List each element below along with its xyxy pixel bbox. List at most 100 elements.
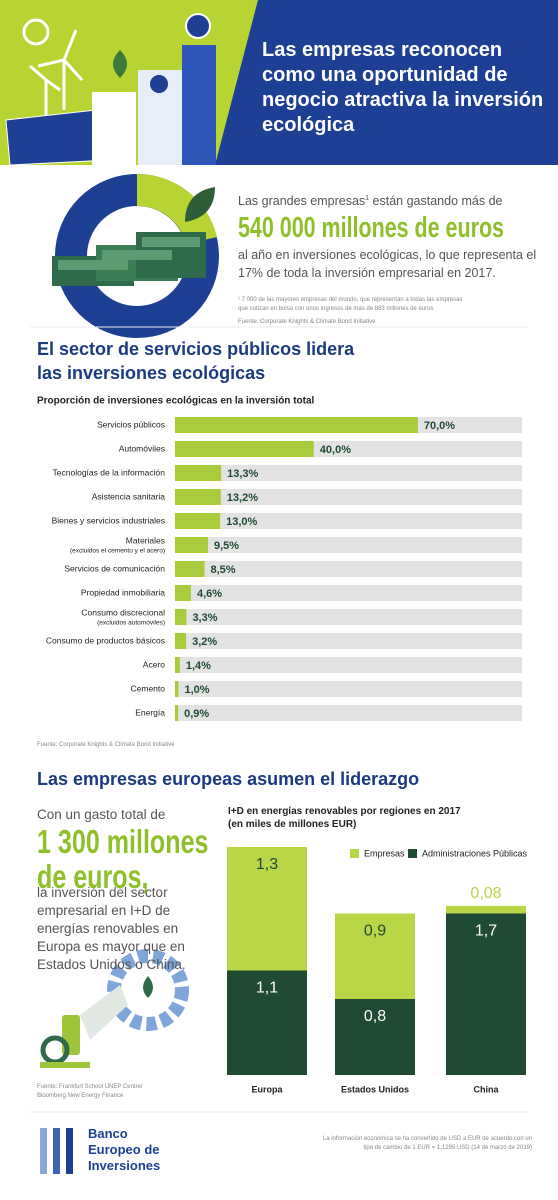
value-label: 1,4% [186,660,211,672]
sun [22,18,50,46]
y-tick-label: Consumo de productos básicos [46,635,165,645]
y-tick-label: Materiales [126,535,165,545]
building [92,92,136,165]
y-tick-label: Consumo discrecional [81,607,165,617]
donut-segment [137,173,217,244]
value-label: 3,2% [192,636,217,648]
legend-label: Administraciones Públicas [422,848,528,858]
source: Fuente: Frankfurt School UNEP Centre/ Bl… [37,1084,143,1099]
x-tick-label: Europa [251,1084,283,1094]
intro-text: al año en inversiones ecológicas, lo que… [238,248,537,281]
europe-text: Con un gasto total de 1 300 millones de … [37,806,217,974]
section-heading: El sector de servicios públicos lidera l… [37,339,355,383]
bar-track [175,489,522,505]
bar-track [175,585,522,601]
bar-segment [227,970,307,1075]
bar [175,705,179,721]
intro-text: están gastando más de [369,194,503,209]
bar [175,585,191,601]
bar-track [175,609,522,625]
bar-track [175,513,522,529]
value-label: 1,1 [256,980,278,997]
europe-highlight: 1 300 millones de euros, [37,823,209,895]
x-tick-label: China [473,1084,499,1094]
bar-track [175,681,522,697]
title: Las empresas reconocen como una oportuni… [262,39,544,136]
bar-track [175,633,522,649]
bar-track [175,465,522,481]
value-label: 0,9% [184,708,209,720]
y-tick-label: Bienes y servicios industriales [52,515,165,525]
leaf [113,50,127,78]
intro-highlight: 540 000 millones de euros [238,212,505,245]
y-tick-label: Automóviles [119,443,165,453]
value-label: 40,0% [320,444,351,456]
chart-title: I+D en energías renovables por regiones … [228,806,461,830]
legend-label: Empresas [364,848,405,858]
value-label: 8,5% [210,564,235,576]
europe-text: la inversión del sector empresarial en I… [37,885,186,972]
bar [175,417,418,433]
source: Fuente: Corporate Knights & Climate Bond… [37,742,175,748]
bar [175,657,180,673]
bar-segment [335,999,415,1075]
microscope [40,1062,90,1068]
turbines [29,29,84,120]
value-label: 13,2% [227,492,258,504]
bar [175,489,221,505]
bar [175,465,222,481]
value-label: 1,0% [184,684,209,696]
europe-text: Con un gasto total de [37,807,166,822]
leaf [143,976,153,998]
bar-segment [227,847,307,971]
bar [175,561,205,577]
category-note: (excluidos el cemento y el acero) [70,548,165,555]
chart-title: Proporción de inversiones ecológicas en … [37,396,315,407]
footer-note: La información económica se ha convertid… [322,1136,532,1151]
bar [175,681,179,697]
value-label: 0,8 [364,1008,386,1025]
value-label: 70,0% [424,420,455,432]
value-label: 13,3% [227,468,258,480]
globe [185,13,211,39]
logo-bar [40,1128,47,1174]
legend-swatch [408,849,417,858]
x-tick-label: Estados Unidos [341,1084,409,1094]
bar [175,513,221,529]
bar [175,441,314,457]
value-label: 3,3% [192,612,217,624]
value-label: 1,3 [256,856,278,873]
y-tick-label: Tecnologías de la información [53,467,166,477]
light-beam [80,985,128,1040]
bar [175,633,187,649]
bar-track [175,657,522,673]
logo-bar [66,1128,73,1174]
bar-track [175,705,522,721]
intro-text: Las grandes empresas [238,194,366,209]
bar-track [175,537,522,553]
bar-segment [446,905,526,914]
value-label: 0,9 [364,923,386,940]
bar-track [175,561,522,577]
y-tick-label: Energía [135,707,165,717]
bar-segment [335,913,415,999]
intro-text: Las grandes empresas1 están gastando más… [238,190,538,327]
leaf [185,187,215,222]
legend-swatch [350,849,359,858]
building [182,45,216,165]
footnote-mark: 1 [365,195,370,202]
source: Fuente: Corporate Knights & Climate Bond… [238,319,376,326]
logo-text: Banco Europeo de Inversiones [88,1126,161,1173]
footnote: ¹ 7 000 de las mayores empresas del mund… [238,297,463,313]
y-tick-label: Cemento [131,683,166,693]
money [52,232,206,286]
y-tick-label: Propiedad inmobiliaria [81,587,165,597]
bar-segment [446,913,526,1075]
logo-bar [53,1128,60,1174]
value-label: 9,5% [214,540,239,552]
recycle-icon [150,75,168,93]
category-note: (excluidos automóviles) [97,620,165,627]
value-label: 13,0% [226,516,257,528]
